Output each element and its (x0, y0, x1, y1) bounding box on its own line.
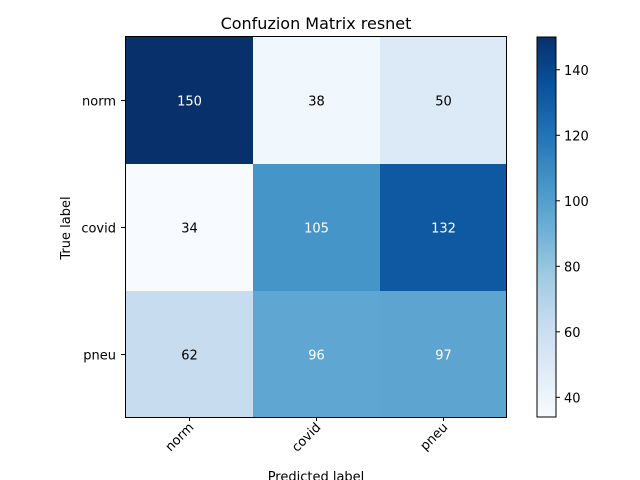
colorbar-tick-label: 140 (564, 64, 589, 79)
heatmap-cell (253, 164, 380, 291)
heatmap-cells: 150 38 50 34 105 132 62 96 97 (126, 37, 507, 418)
colorbar-tick-label: 100 (564, 195, 589, 210)
x-axis-ticks: norm covid pneu (163, 417, 452, 455)
colorbar-tick-label: 60 (564, 326, 581, 341)
heatmap-cell (126, 164, 253, 291)
y-axis-ticks: norm covid pneu (81, 95, 125, 364)
cell-value-label: 132 (431, 222, 456, 237)
x-tick-label: pneu (418, 420, 452, 454)
cell-value-label: 62 (181, 349, 198, 364)
cell-value-label: 150 (177, 95, 202, 110)
y-tick-label: covid (81, 222, 116, 237)
cell-value-label: 96 (308, 349, 325, 364)
heatmap-cell (380, 37, 507, 164)
x-tick-label: norm (163, 420, 198, 455)
cell-value-label: 38 (308, 95, 325, 110)
x-tick-label: covid (289, 420, 324, 455)
colorbar-ticks: 40 60 80 100 120 140 (556, 64, 589, 406)
y-axis-label: True label (59, 196, 74, 260)
heatmap-cell (380, 291, 507, 418)
colorbar-tick-label: 40 (564, 391, 581, 406)
heatmap-cell (253, 37, 380, 164)
heatmap-cell (126, 37, 253, 164)
cell-value-label: 34 (181, 222, 198, 237)
y-tick-label: pneu (83, 349, 116, 364)
heatmap-cell (253, 291, 380, 418)
heatmap-cell (380, 164, 507, 291)
cell-value-label: 97 (435, 349, 452, 364)
colorbar-tick-label: 120 (564, 129, 589, 144)
cell-value-label: 50 (435, 95, 452, 110)
heatmap-cell (126, 291, 253, 418)
colorbar-tick-label: 80 (564, 260, 581, 275)
cell-value-label: 105 (304, 222, 329, 237)
x-axis-label: Predicted label (268, 470, 365, 480)
y-tick-label: norm (82, 95, 116, 110)
colorbar (536, 36, 557, 418)
chart-title: Confuzion Matrix resnet (221, 14, 412, 33)
